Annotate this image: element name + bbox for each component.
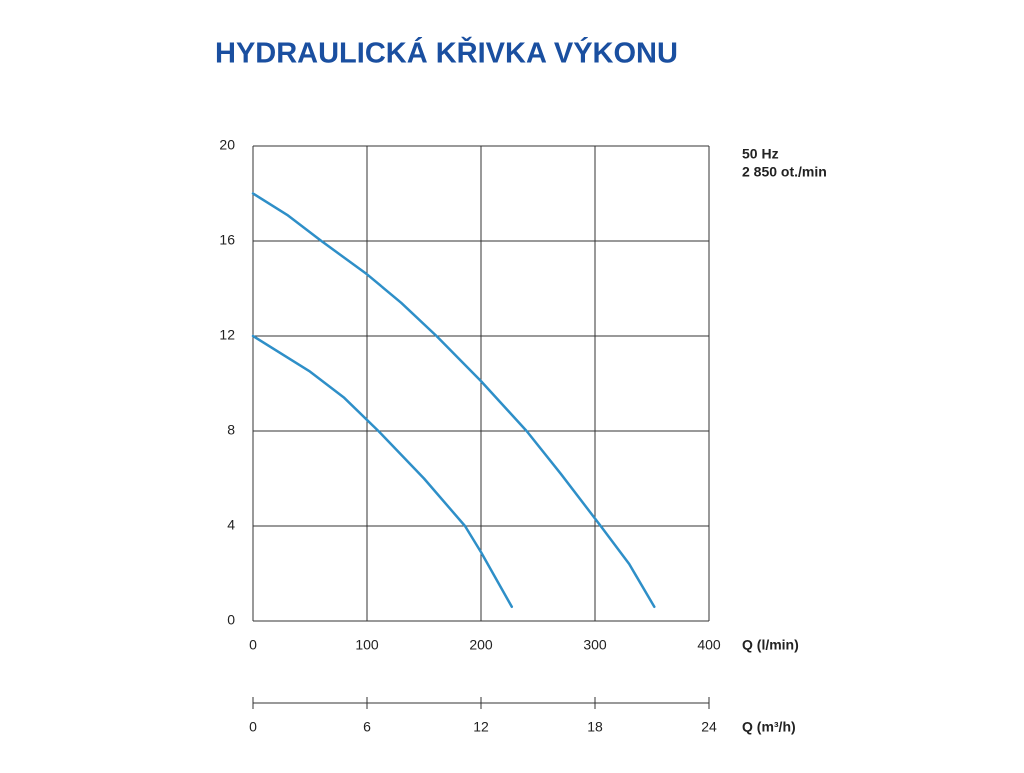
curve xyxy=(251,334,514,609)
x-tick-label: 400 xyxy=(697,637,721,653)
y-tick-label: 12 xyxy=(219,327,235,343)
curve xyxy=(251,192,656,609)
x2-tick-label: 0 xyxy=(249,719,257,735)
annotation: 2 850 ot./min xyxy=(742,164,827,180)
y-tick-label: 4 xyxy=(227,517,235,533)
x2-tick-label: 12 xyxy=(473,719,489,735)
x-tick-label: 100 xyxy=(355,637,379,653)
x-tick-label: 0 xyxy=(249,637,257,653)
x2-tick-label: 24 xyxy=(701,719,717,735)
y-tick-label: 16 xyxy=(219,232,235,248)
x-tick-label: 300 xyxy=(583,637,607,653)
y-tick-label: 20 xyxy=(219,137,235,153)
x2-tick-label: 18 xyxy=(587,719,603,735)
chart-title: HYDRAULICKÁ KŘIVKA VÝKONU xyxy=(215,36,678,70)
y-tick-label: 8 xyxy=(227,422,235,438)
x2-tick-label: 6 xyxy=(363,719,371,735)
y-tick-label: 0 xyxy=(227,612,235,628)
x-tick-label: 200 xyxy=(469,637,493,653)
x2-axis-label: Q (m³/h) xyxy=(742,719,796,735)
annotation: 50 Hz xyxy=(742,146,779,162)
x-axis-label: Q (l/min) xyxy=(742,637,799,653)
